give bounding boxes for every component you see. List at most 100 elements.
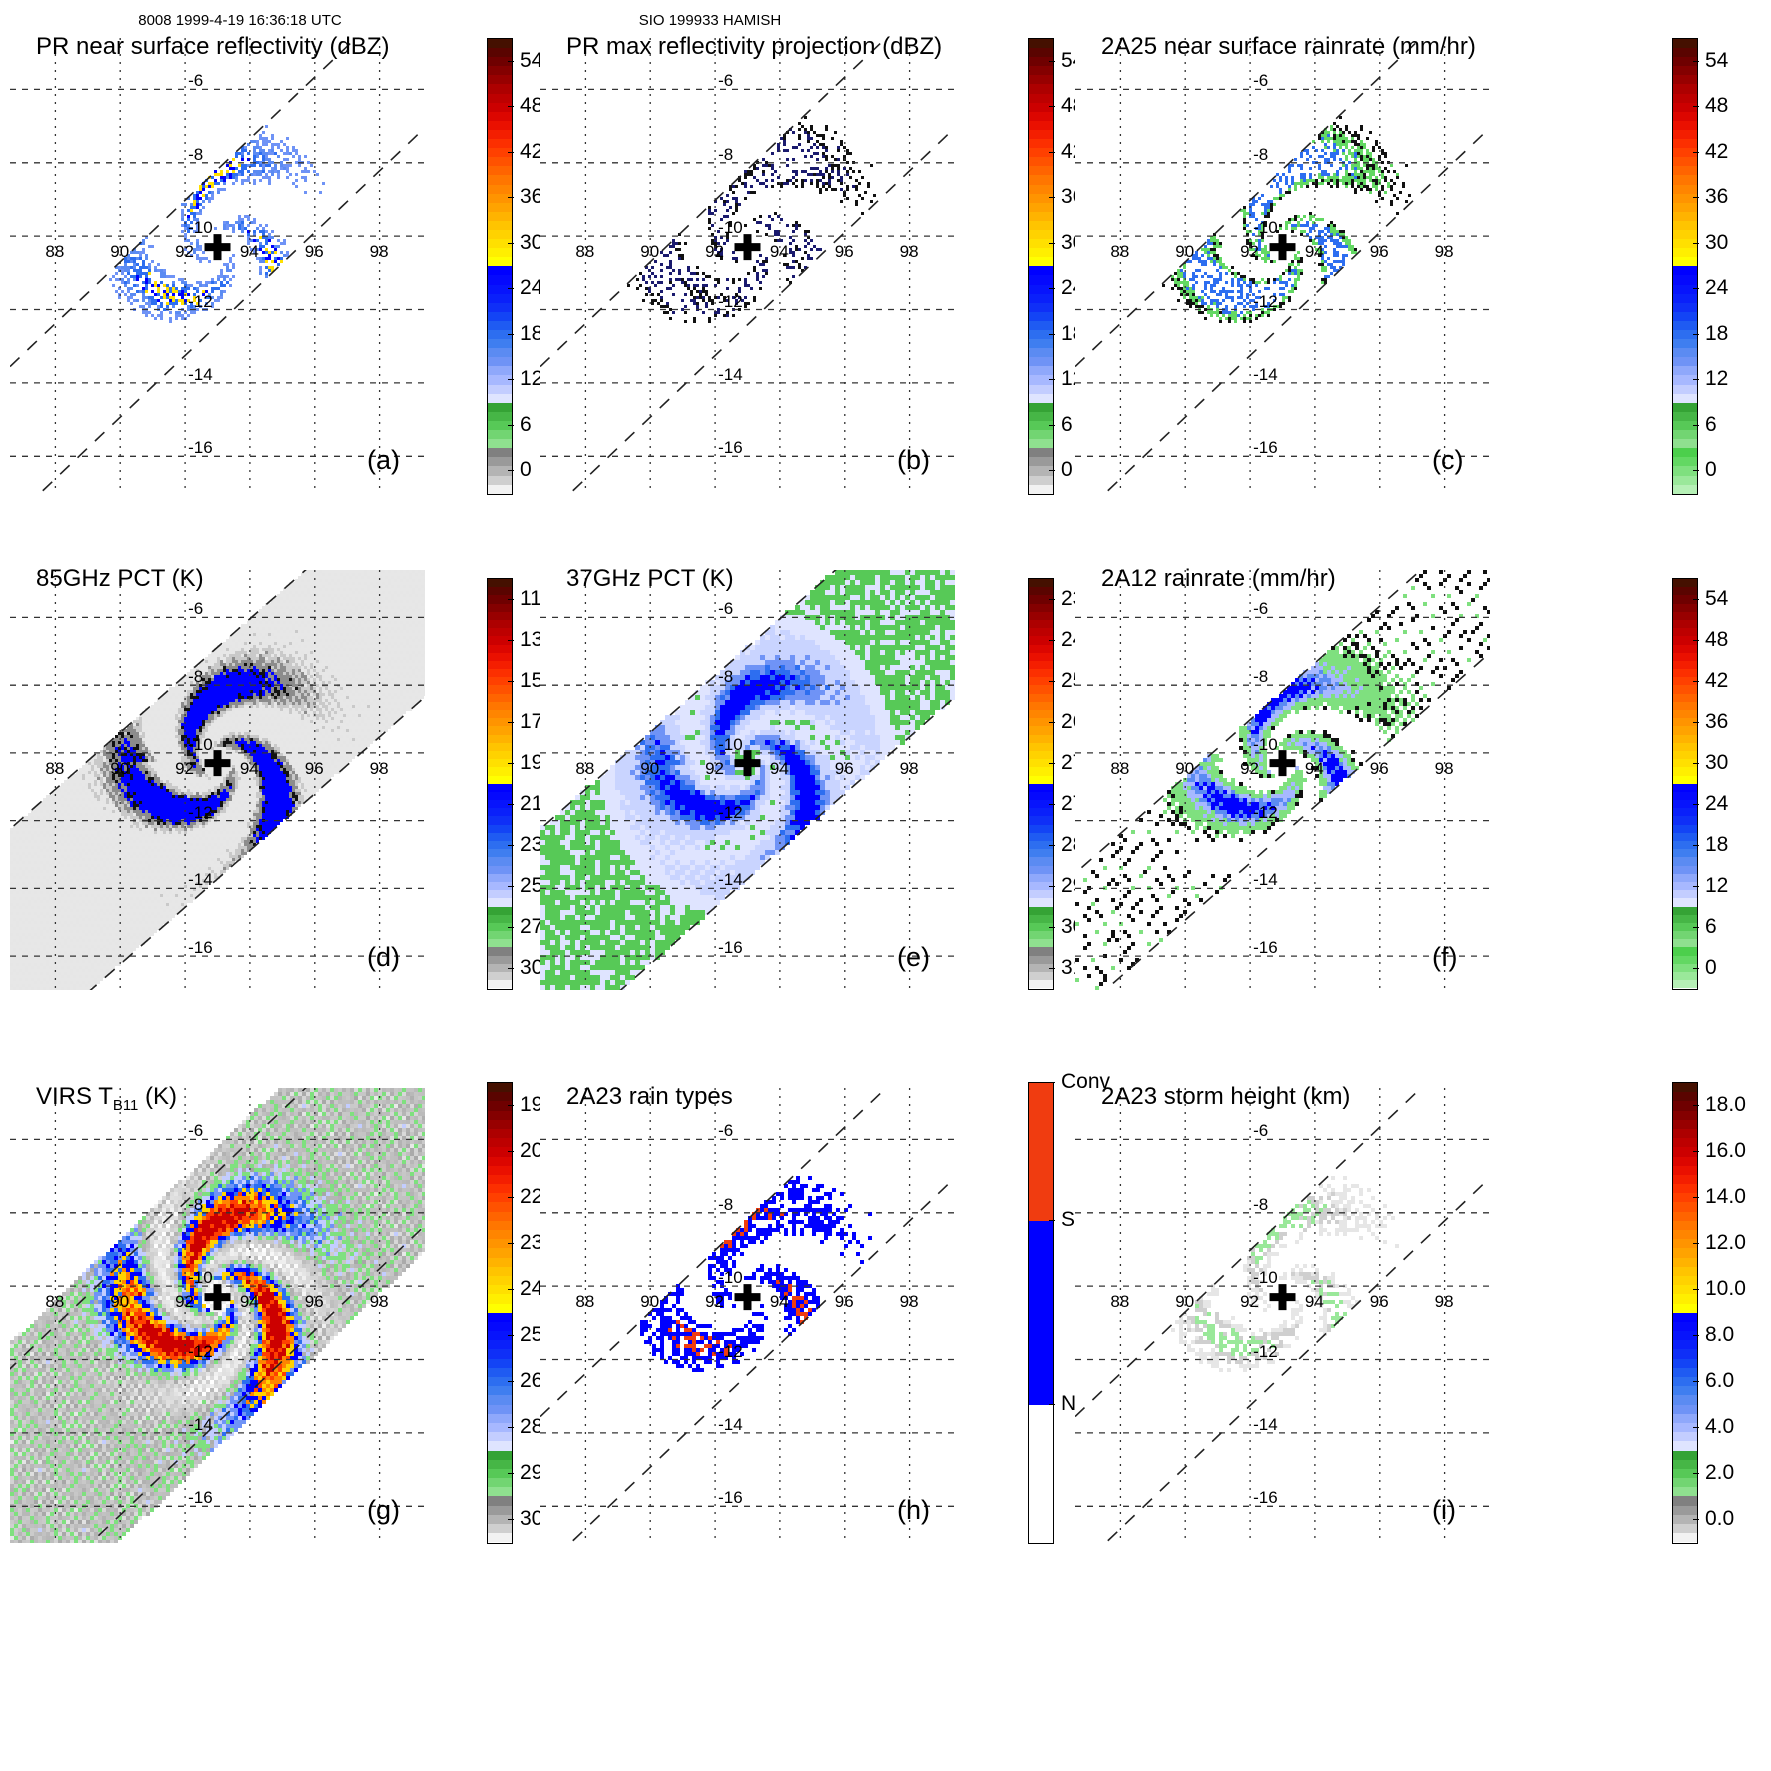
lat-tick-label: -14 [188,870,213,890]
colorbar-band [1673,1275,1697,1286]
colorbar-tick-text: 18 [520,322,543,346]
panel-title-f: 2A12 rainrate (mm/hr) [1101,565,1336,593]
colorbar-band [488,439,512,449]
colorbar-band [1029,484,1053,494]
colorbar-band [1673,980,1697,989]
colorbar-band [488,202,512,212]
colorbar-g [487,1082,513,1544]
colorbar-tick-text: 6.0 [1705,1369,1734,1393]
colorbar-band [1673,1377,1697,1387]
colorbar-tick-text: 14.0 [1705,1185,1746,1209]
colorbar-band [1029,677,1053,686]
colorbar-i [1672,1082,1698,1544]
colorbar-tick-text: 36 [1705,710,1728,734]
colorbar-band [1673,239,1697,249]
colorbar-band [488,48,512,58]
lon-tick-label: 88 [575,1292,594,1312]
colorbar-band [1029,84,1053,94]
map-axes-b[interactable] [540,38,955,493]
map-axes-a[interactable] [10,38,425,493]
lat-tick-label: -12 [188,292,213,312]
colorbar-tick-text: 30 [1705,231,1728,255]
colorbar-tick-text: 12 [1705,874,1728,898]
panel-label-h: (h) [897,1495,930,1526]
colorbar-band [1673,1524,1697,1534]
colorbar-tick-text: 24 [1705,276,1728,300]
lat-tick-label: -8 [188,1195,203,1215]
colorbar-band [1029,129,1053,140]
map-axes-e[interactable] [540,570,955,990]
lat-tick-label: -16 [1253,938,1278,958]
colorbar-band [1673,93,1697,103]
colorbar-band [1029,166,1053,176]
map-axes-c[interactable] [1075,38,1490,493]
colorbar-band [1673,1083,1697,1093]
colorbar-band [1673,628,1697,637]
colorbar-band [1029,211,1053,221]
colorbar-band [1029,439,1053,449]
colorbar-band [1673,841,1697,850]
lon-tick-label: 96 [305,242,324,262]
panel-label-d: (d) [367,942,400,973]
colorbar-band [488,628,512,637]
colorbar-band [1673,448,1697,458]
lon-tick-label: 88 [1110,1292,1129,1312]
colorbar-band [1029,75,1053,85]
lat-tick-label: -6 [188,1121,203,1141]
colorbar-band [488,1478,512,1488]
map-axes-d[interactable] [10,570,425,990]
colorbar-band [1673,1184,1697,1194]
map-axes-h[interactable] [540,1088,955,1543]
colorbar-ticks-f: 54 48 42 36 30 24 18 12 6 0 [1693,578,1770,988]
colorbar-tick-text: 8.0 [1705,1323,1734,1347]
lon-tick-label: 96 [305,1292,324,1312]
colorbar-band [488,1395,512,1405]
colorbar-band [488,1340,512,1350]
colorbar-band [1673,955,1697,964]
colorbar-band [1029,248,1053,258]
colorbar-band [1029,701,1053,710]
lat-tick-label: -14 [1253,1415,1278,1435]
colorbar-band [1029,184,1053,194]
colorbar-band [488,939,512,948]
colorbar-tick-text: 18 [1705,322,1728,346]
colorbar-band [1673,193,1697,203]
colorbar-tick-text: 48 [520,94,543,118]
lon-tick-label: 88 [45,242,64,262]
colorbar-band [1029,229,1053,240]
colorbar-band [1673,1211,1697,1221]
colorbar-band [488,972,512,981]
colorbar-band [1673,39,1697,49]
colorbar-band [488,148,512,158]
map-axes-f[interactable] [1075,570,1490,990]
colorbar-band [1673,430,1697,440]
colorbar-band [1673,1358,1697,1368]
colorbar-band [488,660,512,670]
lon-tick-label: 90 [640,242,659,262]
lon-tick-label: 90 [1175,759,1194,779]
colorbar-tick-text: 0 [1061,458,1073,482]
colorbar-band [1029,102,1053,112]
map-axes-g[interactable] [10,1088,425,1543]
colorbar-band [488,293,512,303]
colorbar-band [488,93,512,103]
colorbar-band [1029,808,1053,817]
colorbar-band [1673,1174,1697,1185]
colorbar-band [1673,284,1697,294]
lat-tick-label: -16 [188,438,213,458]
map-axes-i[interactable] [1075,1088,1490,1543]
colorbar-band [1673,129,1697,140]
colorbar-tick-text: 6 [520,413,532,437]
colorbar-tick-text: 54 [1705,49,1728,73]
colorbar-tick-text: 2.0 [1705,1461,1734,1485]
lon-tick-label: 90 [1175,242,1194,262]
panel-title-h: 2A23 rain types [566,1083,733,1111]
lat-tick-label: -16 [718,938,743,958]
colorbar-band [1673,881,1697,891]
colorbar-band [1029,636,1053,645]
colorbar-band [1029,726,1053,735]
colorbar-band [1029,457,1053,467]
colorbar-band [1029,963,1053,972]
panel-title-e: 37GHz PCT (K) [566,565,734,593]
colorbar-band [1673,595,1697,604]
